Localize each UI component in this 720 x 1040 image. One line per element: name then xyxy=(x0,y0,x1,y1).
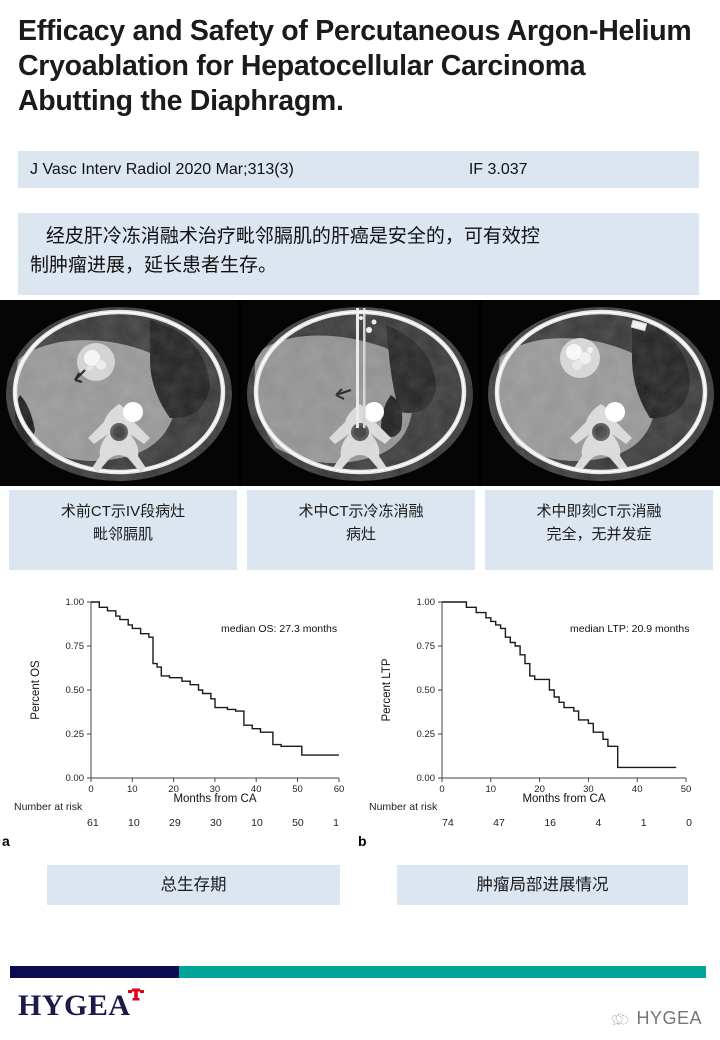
svg-text:0.25: 0.25 xyxy=(417,729,436,740)
svg-text:60: 60 xyxy=(334,784,345,795)
svg-text:0.00: 0.00 xyxy=(417,773,436,784)
svg-text:1.00: 1.00 xyxy=(417,597,436,608)
svg-text:Months from CA: Months from CA xyxy=(173,793,256,805)
svg-text:40: 40 xyxy=(632,784,643,795)
svg-text:0: 0 xyxy=(439,784,444,795)
svg-text:50: 50 xyxy=(681,784,692,795)
svg-text:Percent OS: Percent OS xyxy=(30,660,42,720)
svg-text:0: 0 xyxy=(88,784,93,795)
svg-text:Percent LTP: Percent LTP xyxy=(381,658,393,721)
svg-text:0.75: 0.75 xyxy=(417,641,436,652)
svg-text:0.25: 0.25 xyxy=(66,729,85,740)
svg-text:0.00: 0.00 xyxy=(66,773,85,784)
svg-text:0.50: 0.50 xyxy=(66,685,85,696)
svg-text:median OS: 27.3 months: median OS: 27.3 months xyxy=(221,623,337,635)
svg-text:50: 50 xyxy=(292,784,303,795)
svg-text:1.00: 1.00 xyxy=(66,597,85,608)
svg-text:0.50: 0.50 xyxy=(417,685,436,696)
svg-text:10: 10 xyxy=(127,784,138,795)
svg-text:0.75: 0.75 xyxy=(66,641,85,652)
svg-text:median LTP: 20.9 months: median LTP: 20.9 months xyxy=(570,623,689,635)
svg-text:10: 10 xyxy=(486,784,497,795)
svg-text:Months from CA: Months from CA xyxy=(522,793,605,805)
